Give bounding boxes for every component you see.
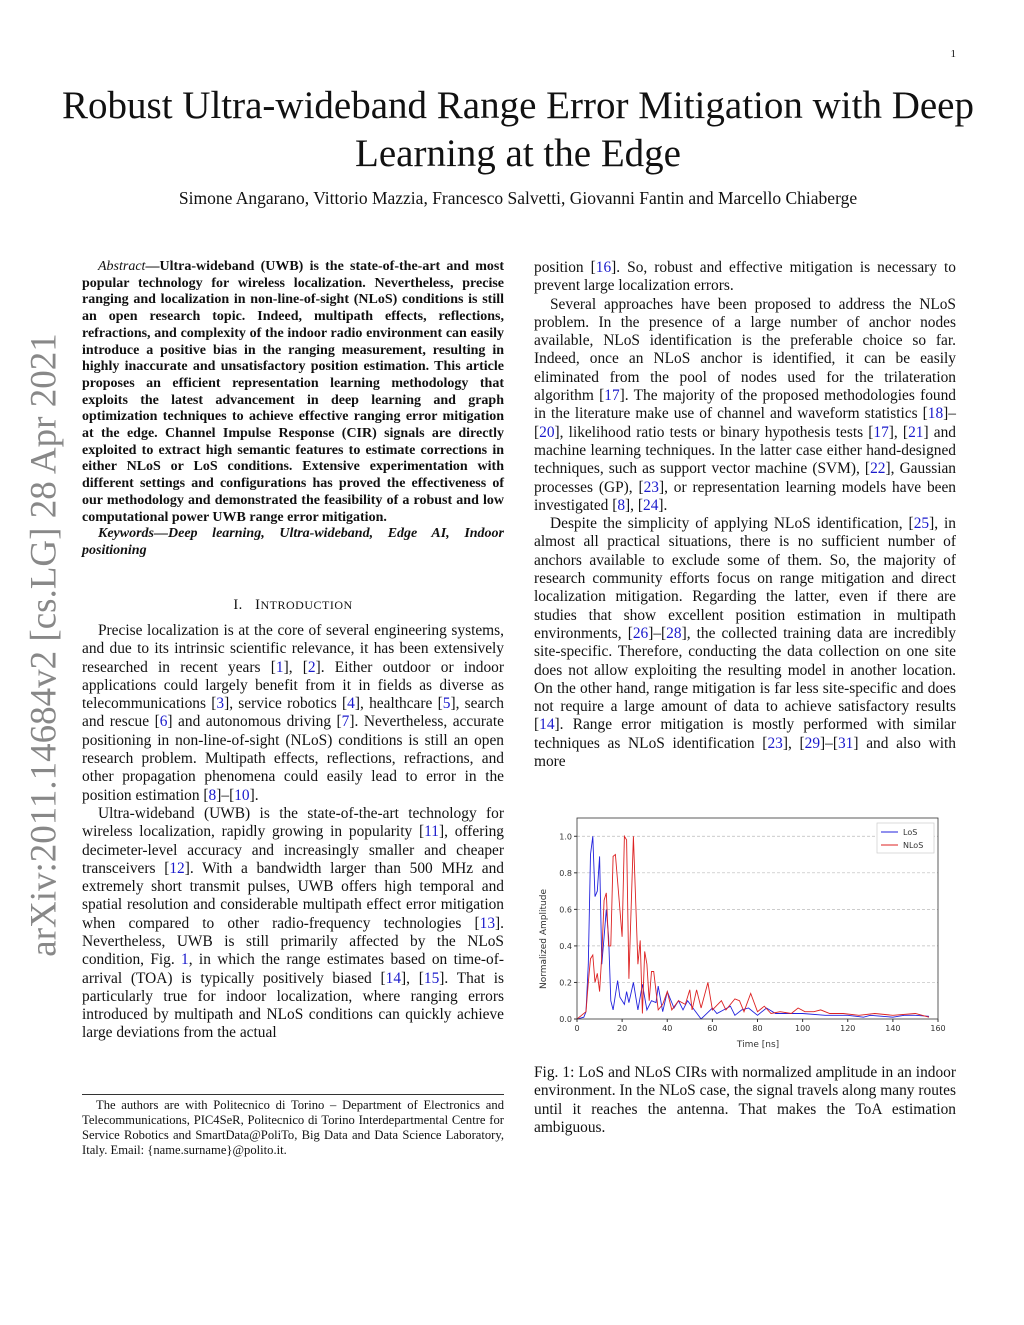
citation-link[interactable]: 22: [870, 460, 886, 478]
citation-link[interactable]: 16: [595, 259, 612, 276]
left-column: Abstract—Ultra-wideband (UWB) is the sta…: [82, 259, 504, 1043]
paragraph: Ultra-wideband (UWB) is the state-of-the…: [82, 804, 504, 1042]
paragraph: position [16]. So, robust and effective …: [534, 259, 956, 295]
citation-link[interactable]: 7: [341, 713, 350, 731]
citation-link[interactable]: 17: [604, 387, 620, 405]
cir-chart: Normalized Amplitude Time [ns] 0.0 0.2 0.4…: [539, 817, 946, 1050]
section-title-rest: NTRODUCTION: [260, 597, 353, 612]
figure-link[interactable]: 1: [181, 951, 189, 969]
citation-link[interactable]: 14: [385, 969, 402, 987]
citation-link[interactable]: 12: [169, 859, 185, 877]
section-heading-introduction: I. INTRODUCTION: [82, 596, 504, 614]
citation-link[interactable]: 3: [216, 695, 225, 713]
citation-link[interactable]: 10: [234, 786, 250, 804]
paragraph: Despite the simplicity of applying NLoS …: [534, 515, 957, 771]
legend-label: LoS: [903, 828, 917, 837]
footnote: The authors are with Politecnico di Tori…: [82, 1094, 504, 1158]
citation-link[interactable]: 20: [539, 423, 555, 441]
legend-label: NLoS: [903, 841, 923, 850]
abstract-label: Abstract: [98, 259, 146, 274]
citation-link[interactable]: 25: [913, 515, 930, 533]
x-tick-label: 80: [752, 1024, 762, 1033]
citation-link[interactable]: 17: [873, 423, 889, 441]
author-list: Simone Angarano, Vittorio Mazzia, France…: [178, 188, 858, 208]
citation-link[interactable]: 13: [479, 914, 496, 932]
citation-link[interactable]: 2: [307, 658, 316, 676]
y-tick-label: 0.0: [559, 1015, 572, 1024]
y-tick-label: 0.2: [559, 978, 572, 987]
citation-link[interactable]: 18: [927, 405, 944, 423]
citation-link[interactable]: 24: [643, 496, 659, 514]
citation-link[interactable]: 23: [767, 734, 783, 752]
citation-link[interactable]: 23: [643, 478, 659, 496]
citation-link[interactable]: 14: [539, 716, 555, 734]
citation-link[interactable]: 28: [666, 624, 682, 642]
paper-title: Robust Ultra-wideband Range Error Mitiga…: [62, 84, 974, 175]
x-tick-label: 40: [662, 1024, 672, 1033]
y-tick-label: 0.8: [559, 869, 572, 878]
series-line-nlos: [576, 834, 930, 1020]
x-tick-label: 100: [795, 1024, 810, 1033]
citation-link[interactable]: 21: [908, 423, 924, 441]
keywords-label: Keywords: [98, 526, 154, 542]
x-axis-label: Time [ns]: [736, 1040, 779, 1050]
citation-link[interactable]: 26: [632, 624, 649, 642]
citation-link[interactable]: 11: [424, 823, 439, 841]
x-tick-label: 160: [930, 1024, 945, 1033]
x-tick-label: 20: [617, 1024, 627, 1033]
y-tick-label: 1.0: [559, 832, 572, 841]
plot-frame: [576, 817, 939, 1020]
citation-link[interactable]: 6: [159, 713, 168, 731]
footnote-text: The authors are with Politecnico di Tori…: [82, 1098, 504, 1157]
citation-link[interactable]: 8: [617, 496, 626, 514]
x-tick-label: 60: [707, 1024, 717, 1033]
citation-link[interactable]: 8: [208, 786, 217, 804]
x-tick-label: 140: [885, 1024, 900, 1033]
x-tick-label: 120: [840, 1024, 855, 1033]
citation-link[interactable]: 31: [837, 734, 854, 752]
keywords-text: —Deep learning, Ultra-wideband, Edge AI,…: [82, 526, 504, 558]
keywords: Keywords—Deep learning, Ultra-wideband, …: [82, 526, 504, 559]
y-tick-label: 0.4: [559, 942, 572, 951]
citation-link[interactable]: 29: [804, 734, 821, 752]
y-tick-label: 0.6: [559, 905, 572, 914]
citation-link[interactable]: 15: [423, 969, 440, 987]
section-initial: I: [255, 596, 261, 613]
figure-caption: Fig. 1: LoS and NLoS CIRs with normalize…: [534, 1064, 956, 1136]
citation-link[interactable]: 1: [275, 658, 284, 676]
y-axis-label: Normalized Amplitude: [539, 889, 549, 989]
right-column: position [16]. So, robust and effective …: [534, 259, 956, 771]
paragraph: Several approaches have been proposed to…: [534, 295, 956, 514]
abstract-text: —Ultra-wideband (UWB) is the state-of-th…: [82, 259, 504, 525]
abstract: Abstract—Ultra-wideband (UWB) is the sta…: [82, 259, 504, 526]
paragraph: Precise localization is at the core of s…: [82, 621, 504, 804]
page-number: 1: [950, 48, 957, 60]
series-line-los: [576, 836, 930, 1020]
arxiv-identifier: arXiv:2011.14684v2 [cs.LG] 28 Apr 2021: [23, 333, 65, 957]
citation-link[interactable]: 4: [347, 695, 355, 713]
legend-box: [876, 822, 935, 854]
x-tick-label: 0: [574, 1024, 579, 1033]
citation-link[interactable]: 5: [442, 695, 451, 713]
section-numeral: I.: [233, 596, 243, 613]
